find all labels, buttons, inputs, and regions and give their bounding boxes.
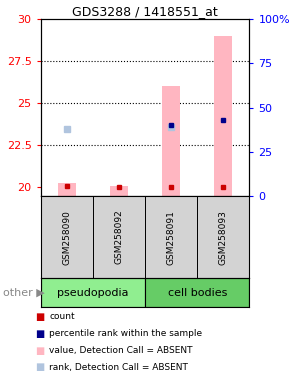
Title: GDS3288 / 1418551_at: GDS3288 / 1418551_at: [72, 5, 218, 18]
Text: rank, Detection Call = ABSENT: rank, Detection Call = ABSENT: [49, 363, 188, 372]
Text: value, Detection Call = ABSENT: value, Detection Call = ABSENT: [49, 346, 193, 355]
Text: pseudopodia: pseudopodia: [57, 288, 128, 298]
Text: GSM258091: GSM258091: [166, 210, 176, 265]
Bar: [41, 196, 93, 278]
Text: ■: ■: [35, 312, 44, 322]
Text: percentile rank within the sample: percentile rank within the sample: [49, 329, 202, 338]
Text: ■: ■: [35, 362, 44, 372]
Bar: [57, 183, 76, 196]
Text: other ▶: other ▶: [3, 288, 45, 298]
Bar: [93, 196, 145, 278]
Text: GSM258093: GSM258093: [219, 210, 228, 265]
Bar: [162, 86, 180, 196]
Bar: [41, 278, 145, 307]
Bar: [145, 278, 249, 307]
Bar: [214, 36, 233, 196]
Text: GSM258090: GSM258090: [62, 210, 71, 265]
Text: ■: ■: [35, 346, 44, 356]
Text: ■: ■: [35, 329, 44, 339]
Bar: [110, 186, 128, 196]
Text: cell bodies: cell bodies: [168, 288, 227, 298]
Bar: [145, 196, 197, 278]
Text: GSM258092: GSM258092: [114, 210, 124, 265]
Text: count: count: [49, 312, 75, 321]
Bar: [197, 196, 249, 278]
